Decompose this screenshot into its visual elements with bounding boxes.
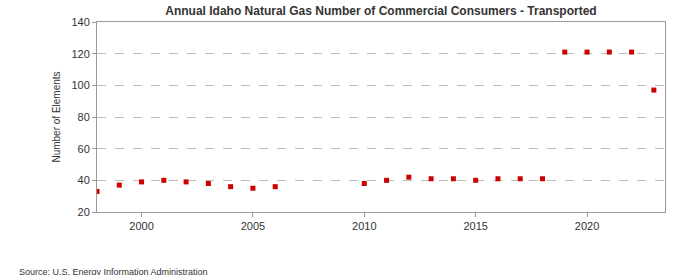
svg-text:2000: 2000 — [129, 220, 153, 232]
svg-text:2010: 2010 — [352, 220, 376, 232]
svg-text:2005: 2005 — [241, 220, 265, 232]
svg-text:2020: 2020 — [575, 220, 599, 232]
svg-text:Number of Elements: Number of Elements — [51, 71, 62, 162]
svg-text:120: 120 — [71, 48, 89, 60]
svg-text:2015: 2015 — [463, 220, 487, 232]
svg-text:60: 60 — [78, 143, 90, 155]
svg-text:20: 20 — [78, 206, 90, 218]
svg-text:40: 40 — [78, 174, 90, 186]
svg-text:140: 140 — [71, 16, 89, 28]
svg-text:Annual Idaho Natural Gas Numbe: Annual Idaho Natural Gas Number of Comme… — [165, 4, 596, 18]
svg-text:100: 100 — [71, 79, 89, 91]
svg-text:Source: U.S. Energy Informatio: Source: U.S. Energy Information Administ… — [19, 267, 208, 275]
svg-text:80: 80 — [78, 111, 90, 123]
